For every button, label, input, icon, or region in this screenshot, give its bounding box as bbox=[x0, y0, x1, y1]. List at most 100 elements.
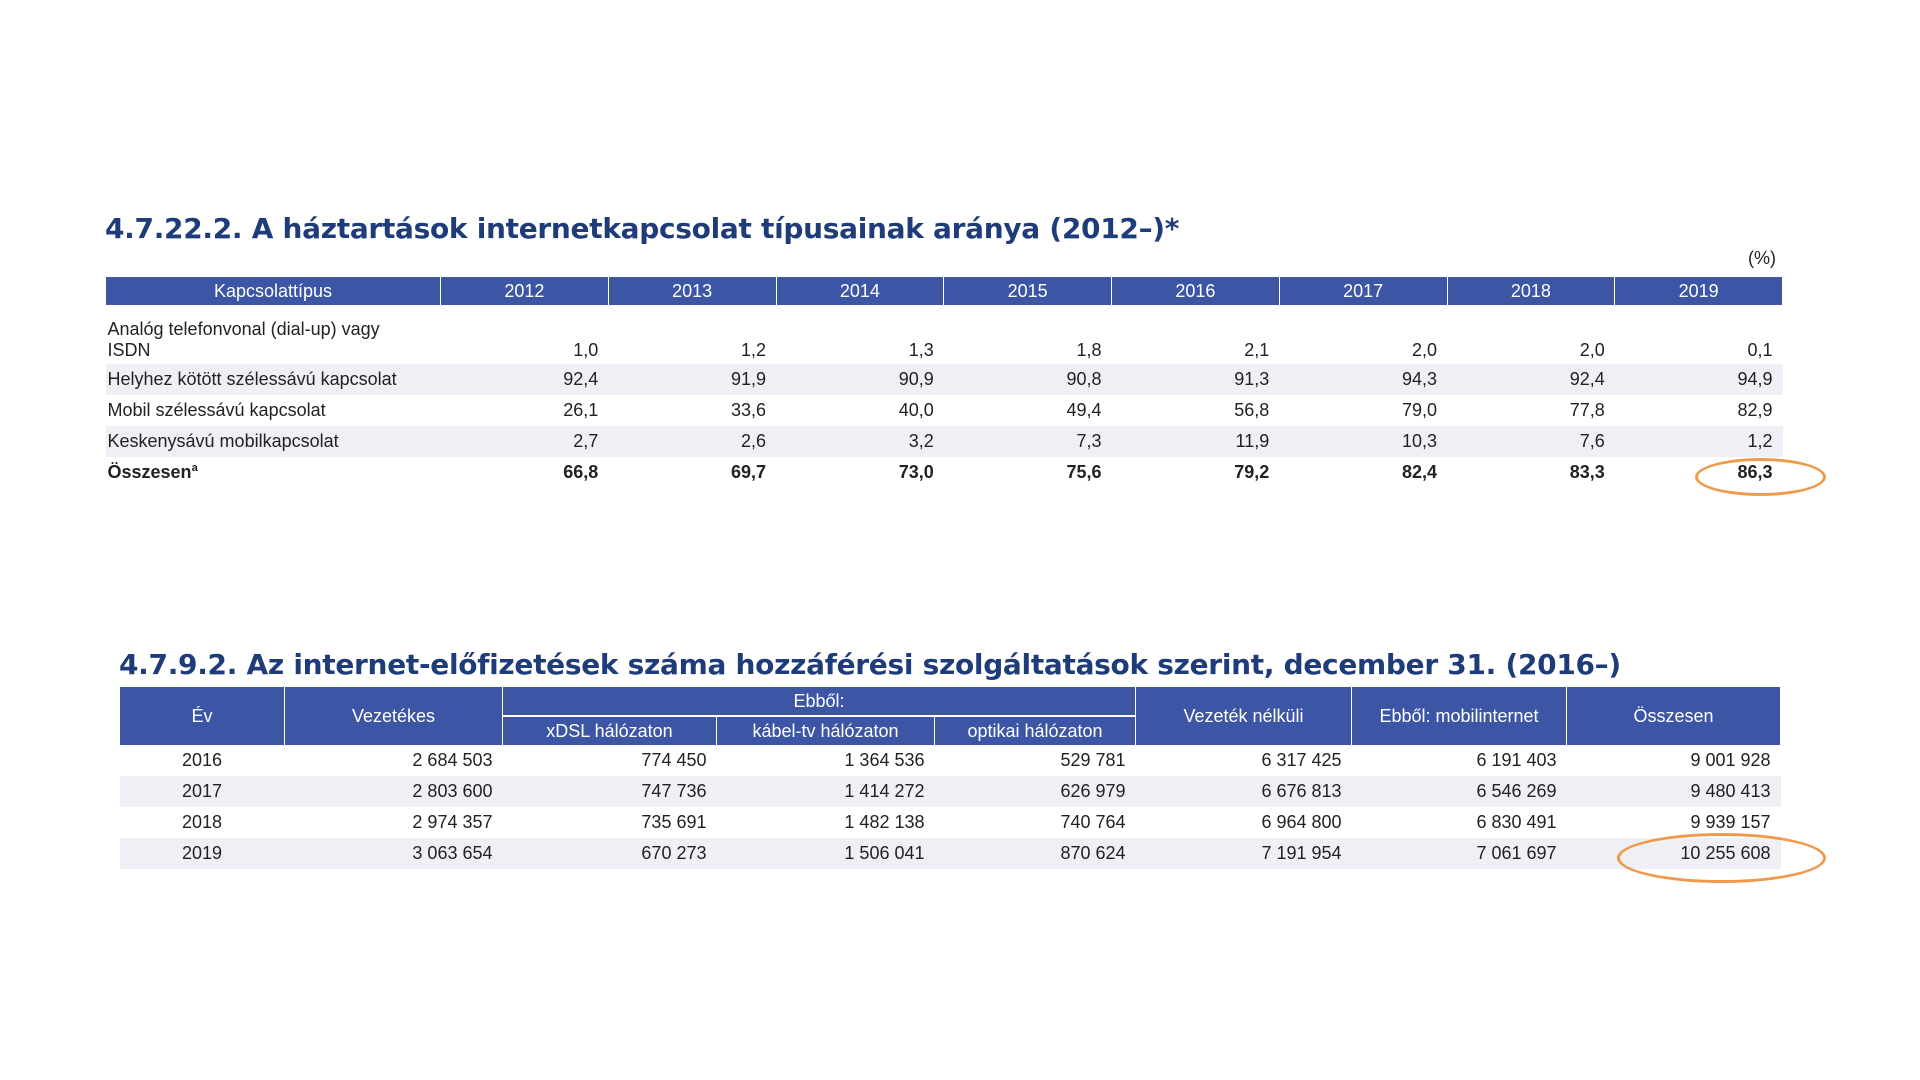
cell-value: 91,9 bbox=[608, 364, 776, 395]
cell-value: 66,8 bbox=[563, 462, 599, 482]
header-xdsl: xDSL hálózaton bbox=[502, 715, 717, 745]
cell-value: 33,6 bbox=[730, 400, 766, 420]
cell-value: 75,6 bbox=[1066, 462, 1102, 482]
cell-value: 1,3 bbox=[908, 340, 934, 360]
cell-value: 73,0 bbox=[898, 462, 934, 482]
cell-value: 1,0 bbox=[573, 340, 599, 360]
header-year: 2015 bbox=[943, 277, 1112, 305]
cell-value: 7 191 954 bbox=[1135, 838, 1352, 869]
row-label: Analóg telefonvonal (dial-up) vagy ISDN bbox=[106, 305, 441, 364]
header-kabel: kábel-tv hálózaton bbox=[716, 715, 935, 745]
cell-value: 9 001 928 bbox=[1690, 750, 1771, 770]
cell-value: 1,2 bbox=[740, 340, 766, 360]
cell-value: 92,4 bbox=[440, 364, 609, 395]
cell-value: 2,7 bbox=[440, 426, 609, 457]
cell-value: 2 684 503 bbox=[412, 750, 493, 770]
header-type: Kapcsolattípus bbox=[105, 277, 441, 305]
cell-value: 79,2 bbox=[1234, 462, 1270, 482]
year-cell: 2018 bbox=[181, 812, 223, 832]
row-label: Keskenysávú mobilkapcsolat bbox=[105, 426, 441, 457]
table2-title: 4.7.9.2. Az internet-előfizetések száma … bbox=[119, 648, 1621, 681]
cell-value: 870 624 bbox=[934, 838, 1136, 869]
cell-value: 3 063 654 bbox=[284, 838, 503, 869]
cell-value: 1,8 bbox=[1076, 340, 1102, 360]
cell-value: 10,3 bbox=[1279, 426, 1447, 457]
row-label-line: ISDN bbox=[107, 340, 151, 360]
cell-value: 747 736 bbox=[502, 776, 717, 807]
cell-value: 56,8 bbox=[1234, 400, 1270, 420]
cell-value: 91,3 bbox=[1111, 364, 1280, 395]
table-row: 2019 3 063 654 670 273 1 506 041 870 624 7 19… bbox=[119, 838, 1781, 869]
cell-value: 94,9 bbox=[1614, 364, 1783, 395]
cell-value: 6 676 813 bbox=[1135, 776, 1352, 807]
cell-value: 82,9 bbox=[1737, 400, 1773, 420]
cell-value: 83,3 bbox=[1569, 462, 1605, 482]
cell-value: 529 781 bbox=[1060, 750, 1126, 770]
cell-value: 6 191 403 bbox=[1476, 750, 1557, 770]
row-label-line: Analóg telefonvonal (dial-up) vagy bbox=[107, 319, 380, 339]
cell-value: 82,4 bbox=[1401, 462, 1437, 482]
cell-value: 740 764 bbox=[1060, 812, 1126, 832]
cell-value: 6 964 800 bbox=[1261, 812, 1342, 832]
header-ev: Év bbox=[119, 687, 285, 745]
row-label: Helyhez kötött szélessávú kapcsolat bbox=[105, 364, 441, 395]
header-ebbol: Ebből: bbox=[501, 687, 1137, 716]
table-row: 2016 2 684 503 774 450 1 364 536 529 781 6 31… bbox=[120, 745, 1781, 776]
cell-value: 1 482 138 bbox=[844, 812, 925, 832]
row-label: Összesena bbox=[106, 457, 441, 488]
cell-value: 7,6 bbox=[1447, 426, 1615, 457]
table-row: Helyhez kötött szélessávú kapcsolat 92,4 9… bbox=[105, 364, 1783, 395]
connection-types-table: Kapcsolattípus 2012 2013 2014 2015 2016 2017 20… bbox=[105, 277, 1783, 488]
cell-value: 7 061 697 bbox=[1351, 838, 1567, 869]
cell-value: 6 830 491 bbox=[1476, 812, 1557, 832]
year-cell: 2017 bbox=[119, 776, 285, 807]
cell-value: 2,0 bbox=[1579, 340, 1605, 360]
table-row: Analóg telefonvonal (dial-up) vagy ISDN 1,… bbox=[106, 305, 1783, 364]
cell-value: 0,1 bbox=[1747, 340, 1773, 360]
cell-value: 26,1 bbox=[563, 400, 599, 420]
cell-value: 94,3 bbox=[1279, 364, 1447, 395]
cell-value: 77,8 bbox=[1569, 400, 1605, 420]
table-row: Keskenysávú mobilkapcsolat 2,7 2,6 3,2 7,3 11… bbox=[105, 426, 1783, 457]
header-vezetekes: Vezetékes bbox=[284, 687, 503, 745]
header-optikai: optikai hálózaton bbox=[933, 715, 1137, 745]
cell-value: 2,0 bbox=[1411, 340, 1437, 360]
cell-value: 735 691 bbox=[641, 812, 707, 832]
cell-value: 9 480 413 bbox=[1566, 776, 1781, 807]
cell-value: 774 450 bbox=[641, 750, 707, 770]
header-year: 2013 bbox=[607, 277, 777, 305]
table-header-row: Kapcsolattípus 2012 2013 2014 2015 2016 2017 20… bbox=[105, 277, 1783, 305]
cell-value: 40,0 bbox=[898, 400, 934, 420]
cell-value: 79,0 bbox=[1401, 400, 1437, 420]
cell-value: 1 364 536 bbox=[844, 750, 925, 770]
table-subheader-row: xDSL hálózaton kábel-tv hálózaton optika… bbox=[120, 715, 1781, 745]
highlight-ellipse-2019-total bbox=[1695, 458, 1826, 496]
table1-title: 4.7.22.2. A háztartások internetkapcsola… bbox=[105, 212, 1180, 245]
highlight-ellipse-2019-subscriptions bbox=[1617, 833, 1826, 883]
header-year: 2012 bbox=[440, 277, 609, 305]
header-year: 2017 bbox=[1278, 277, 1448, 305]
cell-value: 6 546 269 bbox=[1351, 776, 1567, 807]
row-label-text: Mobil szélessávú kapcsolat bbox=[107, 400, 326, 420]
header-year: 2019 bbox=[1614, 277, 1783, 305]
cell-value: 49,4 bbox=[1066, 400, 1102, 420]
header-year: 2018 bbox=[1446, 277, 1616, 305]
header-mobilinternet: Ebből: mobilinternet bbox=[1351, 687, 1568, 745]
cell-value: 92,4 bbox=[1447, 364, 1615, 395]
row-label-text: Keskenysávú mobilkapcsolat bbox=[107, 431, 339, 451]
cell-value: 11,9 bbox=[1111, 426, 1280, 457]
cell-value: 1 506 041 bbox=[716, 838, 935, 869]
total-row: Összesena 66,8 69,7 73,0 75,6 79,2 82,4 83,3 86,… bbox=[106, 457, 1783, 488]
cell-value: 6 317 425 bbox=[1261, 750, 1342, 770]
cell-value: 1,2 bbox=[1614, 426, 1783, 457]
subscriptions-table: Év Vezetékes Ebből: Vezeték nélküli Ebbő… bbox=[119, 687, 1782, 869]
table-row: Mobil szélessávú kapcsolat 26,1 33,6 40,0 49… bbox=[106, 395, 1783, 426]
cell-value: 2 974 357 bbox=[412, 812, 493, 832]
row-label-text: Helyhez kötött szélessávú kapcsolat bbox=[107, 369, 397, 389]
table-row: 2017 2 803 600 747 736 1 414 272 626 979 6 67… bbox=[119, 776, 1781, 807]
table1-unit: (%) bbox=[1748, 248, 1776, 268]
cell-value: 2 803 600 bbox=[284, 776, 503, 807]
cell-value: 7,3 bbox=[943, 426, 1112, 457]
header-vezetek-nelkuli: Vezeték nélküli bbox=[1135, 687, 1353, 745]
cell-value: 90,9 bbox=[776, 364, 944, 395]
